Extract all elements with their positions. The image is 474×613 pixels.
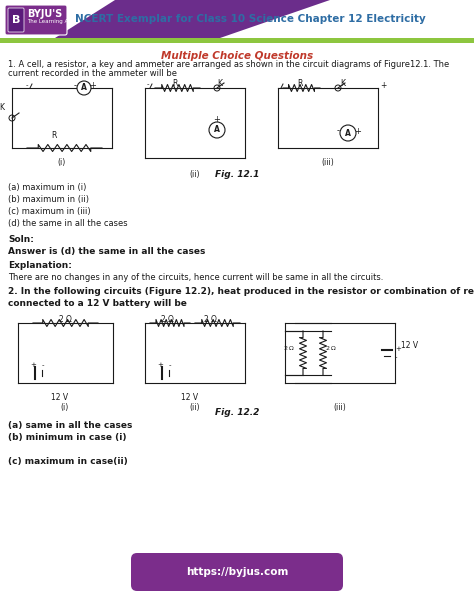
Text: +: + — [355, 126, 362, 135]
Text: R: R — [297, 79, 303, 88]
FancyBboxPatch shape — [8, 8, 24, 32]
Text: -: - — [73, 82, 76, 91]
Text: +: + — [90, 82, 96, 91]
Text: Multiple Choice Questions: Multiple Choice Questions — [161, 51, 313, 61]
Text: Explanation:: Explanation: — [8, 261, 72, 270]
Text: K: K — [0, 104, 4, 113]
Text: (a) maximum in (i): (a) maximum in (i) — [8, 183, 86, 192]
Text: (i): (i) — [61, 403, 69, 412]
FancyBboxPatch shape — [131, 553, 343, 591]
Text: 12 V: 12 V — [182, 393, 199, 402]
Circle shape — [77, 81, 91, 95]
Circle shape — [340, 125, 356, 141]
Text: (b) minimum in case (i): (b) minimum in case (i) — [8, 433, 127, 442]
Text: (a) same in all the cases: (a) same in all the cases — [8, 421, 132, 430]
FancyBboxPatch shape — [0, 38, 474, 43]
Text: R: R — [173, 79, 178, 88]
Text: 12 V: 12 V — [52, 393, 69, 402]
Text: The Learning App: The Learning App — [27, 18, 75, 23]
Text: +: + — [214, 115, 220, 124]
Text: (i): (i) — [58, 158, 66, 167]
Text: NCERT Exemplar for Class 10 Science Chapter 12 Electricity: NCERT Exemplar for Class 10 Science Chap… — [75, 14, 426, 24]
Text: 2 $\Omega$: 2 $\Omega$ — [202, 313, 218, 324]
Text: K: K — [218, 79, 222, 88]
Text: B: B — [12, 15, 20, 25]
Text: -: - — [337, 126, 339, 135]
Polygon shape — [0, 0, 115, 38]
Text: Answer is (d) the same in all the cases: Answer is (d) the same in all the cases — [8, 247, 205, 256]
Text: +: + — [30, 362, 36, 368]
Text: +: + — [395, 346, 401, 352]
Text: connected to a 12 V battery will be: connected to a 12 V battery will be — [8, 299, 187, 308]
Text: -: - — [395, 354, 398, 360]
Text: (iii): (iii) — [334, 403, 346, 412]
Polygon shape — [220, 0, 474, 38]
Text: (d) the same in all the cases: (d) the same in all the cases — [8, 219, 128, 228]
FancyBboxPatch shape — [5, 5, 67, 35]
FancyBboxPatch shape — [0, 0, 474, 38]
Text: (c) maximum in (iii): (c) maximum in (iii) — [8, 207, 91, 216]
Text: Fig. 12.1: Fig. 12.1 — [215, 170, 259, 179]
Text: There are no changes in any of the circuits, hence current will be same in all t: There are no changes in any of the circu… — [8, 273, 383, 282]
Text: 2 $\Omega$: 2 $\Omega$ — [160, 313, 174, 324]
Text: Soln:: Soln: — [8, 235, 34, 244]
Text: -: - — [146, 81, 149, 87]
Text: -: - — [42, 362, 44, 368]
Text: (ii): (ii) — [190, 403, 200, 412]
Text: 12 V: 12 V — [401, 340, 418, 349]
Text: https://byjus.com: https://byjus.com — [186, 567, 288, 577]
Text: (c) maximum in case(ii): (c) maximum in case(ii) — [8, 457, 128, 466]
Text: 1. A cell, a resistor, a key and ammeter are arranged as shown in the circuit di: 1. A cell, a resistor, a key and ammeter… — [8, 60, 449, 69]
Text: A: A — [81, 83, 87, 93]
Text: (b) maximum in (ii): (b) maximum in (ii) — [8, 195, 89, 204]
Text: (iii): (iii) — [322, 158, 334, 167]
Circle shape — [209, 122, 225, 138]
Text: 2 $\Omega$: 2 $\Omega$ — [58, 313, 73, 324]
Text: 2 $\Omega$: 2 $\Omega$ — [325, 344, 337, 352]
Text: 2. In the following circuits (Figure 12.2), heat produced in the resistor or com: 2. In the following circuits (Figure 12.… — [8, 287, 474, 296]
Text: K: K — [340, 79, 346, 88]
Text: 2 $\Omega$: 2 $\Omega$ — [283, 344, 295, 352]
Text: A: A — [345, 129, 351, 137]
Text: +: + — [380, 82, 386, 91]
Text: +: + — [157, 362, 163, 368]
Text: (ii): (ii) — [190, 170, 200, 179]
Text: Fig. 12.2: Fig. 12.2 — [215, 408, 259, 417]
Text: current recorded in the ammeter will be: current recorded in the ammeter will be — [8, 69, 177, 78]
Text: -: - — [169, 362, 171, 368]
Text: BYJU'S: BYJU'S — [27, 9, 62, 19]
Text: -: - — [26, 82, 28, 88]
Text: R: R — [51, 131, 57, 140]
Text: A: A — [214, 126, 220, 134]
